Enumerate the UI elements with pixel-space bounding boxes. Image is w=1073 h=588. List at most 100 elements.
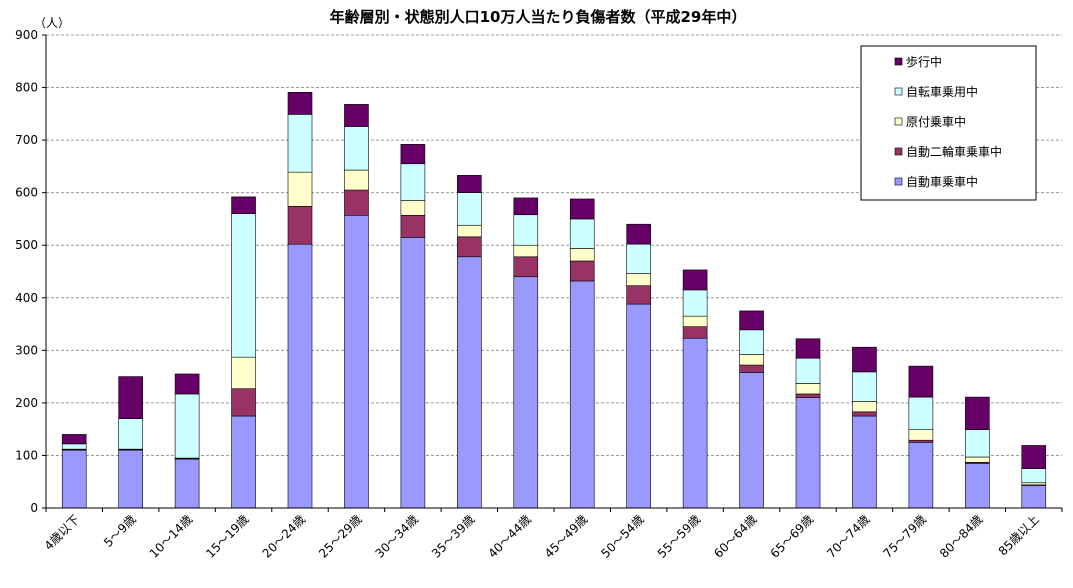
bar-segment xyxy=(965,429,990,458)
y-tick-label: 900 xyxy=(15,28,38,42)
x-category-label: 40～44歳 xyxy=(485,512,533,560)
x-category-label: 20～24歳 xyxy=(260,512,308,560)
bar-segment xyxy=(513,256,539,278)
x-category-label: 30～34歳 xyxy=(373,512,421,560)
bar-segment xyxy=(344,189,369,216)
x-category-label: 10～14歳 xyxy=(147,512,195,560)
bar-segment xyxy=(400,200,426,216)
y-tick-label: 500 xyxy=(15,238,38,252)
bar-segment xyxy=(344,214,369,509)
x-category-label: 50～54歳 xyxy=(598,512,646,560)
y-tick-label: 700 xyxy=(15,133,38,147)
bar-segment xyxy=(400,163,426,201)
legend-label: 原付乗車中 xyxy=(906,114,966,129)
x-category-label: 70～74歳 xyxy=(824,512,872,560)
legend-label: 歩行中 xyxy=(906,54,942,69)
x-category-label: 80～84歳 xyxy=(937,512,985,560)
legend-label: 自転車乗用中 xyxy=(906,84,978,99)
x-category-label: 60～64歳 xyxy=(711,512,759,560)
x-category-label: 35～39歳 xyxy=(429,512,477,560)
x-category-label: 85歳以上 xyxy=(996,512,1042,558)
y-axis-ticks: 0 100 200 300 400 500 600 700 800 900 xyxy=(15,28,46,515)
bar-segment xyxy=(513,197,539,216)
bar-segment xyxy=(1021,445,1047,469)
bar-segment xyxy=(1021,485,1047,509)
bar-segment xyxy=(457,175,482,193)
x-category-label: 15～19歳 xyxy=(203,512,251,560)
bar-segment xyxy=(795,397,821,509)
bar-segment xyxy=(626,285,651,305)
legend-swatch xyxy=(894,177,903,186)
legend-swatch xyxy=(894,147,903,156)
x-category-label: 25～29歳 xyxy=(316,512,364,560)
bar-segment xyxy=(965,456,990,463)
legend-label: 自動二輪車乗車中 xyxy=(906,144,1002,159)
x-axis-categories: 4歳以下 5～9歳 10～14歳 15～19歳 20～24歳 25～29歳 30～34歳 35… xyxy=(42,508,1063,561)
bar-segment xyxy=(1021,468,1047,484)
bar-segment xyxy=(626,223,651,245)
x-category-label: 65～69歳 xyxy=(768,512,816,560)
bar-segment xyxy=(457,236,482,258)
bar-segment xyxy=(795,338,821,359)
bar-segment xyxy=(118,376,143,419)
bar-segment xyxy=(852,411,877,417)
y-tick-label: 100 xyxy=(15,448,38,462)
bar-segment xyxy=(965,463,990,509)
bar-segment xyxy=(344,169,369,191)
bar-segment xyxy=(344,104,369,127)
bar-segment xyxy=(626,303,651,509)
y-tick-label: 300 xyxy=(15,343,38,357)
bar-segment xyxy=(908,442,934,509)
bar-segment xyxy=(118,449,143,509)
bar-segment xyxy=(569,198,595,220)
bar-segment xyxy=(513,276,539,509)
bar-segment xyxy=(118,418,143,450)
bar-segment xyxy=(739,329,764,355)
bar-segment xyxy=(457,256,482,509)
bar-segment xyxy=(852,346,877,373)
bar-segment xyxy=(174,393,200,459)
legend-box xyxy=(860,45,1037,201)
bar-segment xyxy=(569,218,595,249)
x-category-label: 75～79歳 xyxy=(881,512,929,560)
y-axis-unit: （人） xyxy=(34,16,70,30)
bar-segment xyxy=(682,289,708,317)
bar-segment xyxy=(795,393,821,398)
bar-segment xyxy=(231,388,256,417)
bar-segment xyxy=(287,206,313,245)
y-tick-label: 800 xyxy=(15,81,38,95)
bar-segment xyxy=(400,144,426,165)
bar-segment xyxy=(287,243,313,509)
bar-segment xyxy=(682,326,708,339)
bar-segment xyxy=(231,196,256,214)
bar-segment xyxy=(795,357,821,384)
x-category-label: 45～49歳 xyxy=(542,512,590,560)
x-category-label: 4歳以下 xyxy=(42,512,83,553)
bar-segment xyxy=(287,114,313,173)
bar-segment xyxy=(626,243,651,274)
bar-segment xyxy=(400,214,426,238)
bar-segment xyxy=(400,237,426,509)
bar-segment xyxy=(682,269,708,291)
bar-segment xyxy=(231,415,256,509)
bar-segment xyxy=(174,458,200,509)
y-tick-label: 400 xyxy=(15,291,38,305)
y-tick-label: 0 xyxy=(30,501,38,515)
x-category-label: 5～9歳 xyxy=(101,512,139,550)
bar-segment xyxy=(287,171,313,207)
bar-segment xyxy=(908,365,934,398)
bar-segment xyxy=(852,401,877,413)
bar-segment xyxy=(852,371,877,402)
bar-segment xyxy=(513,214,539,246)
x-category-label: 55～59歳 xyxy=(655,512,703,560)
bar-segment xyxy=(795,383,821,395)
bar-segment xyxy=(231,213,256,358)
axes xyxy=(45,35,1062,509)
bar-segment xyxy=(457,192,482,226)
bars xyxy=(61,91,1047,509)
bar-segment xyxy=(626,273,651,286)
bar-segment xyxy=(739,310,764,331)
bar-segment xyxy=(908,429,934,441)
